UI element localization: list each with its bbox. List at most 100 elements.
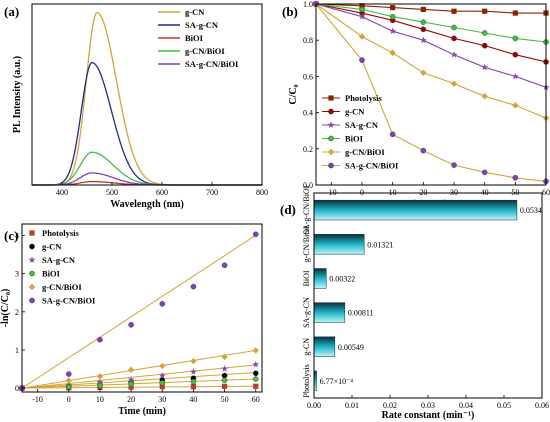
panel-a: 400 500 600 700 800 (a) Wavelength (nm) PL Inte… xyxy=(4,3,268,210)
legend-marker xyxy=(328,162,334,169)
category-label: BiOI xyxy=(302,270,311,286)
data-point xyxy=(252,360,260,368)
category-label: g-CN/BiOI xyxy=(302,226,311,262)
y-tick-label: 1.0 xyxy=(303,0,313,9)
data-point xyxy=(128,321,134,328)
x-tick-label: 60 xyxy=(252,395,260,404)
y-tick-label: 0.2 xyxy=(303,145,313,154)
x-tick-label: 40 xyxy=(189,395,197,404)
bar-value-label: 0.00811 xyxy=(348,309,374,318)
y-tick-label: 0.8 xyxy=(303,36,313,45)
data-point xyxy=(221,353,228,361)
data-point xyxy=(359,6,365,13)
data-point xyxy=(128,384,134,390)
data-point xyxy=(420,69,427,76)
legend-marker xyxy=(29,297,35,304)
bar-value-label: 0.00549 xyxy=(338,343,364,352)
fit-line xyxy=(21,371,256,389)
panel-label: (b) xyxy=(282,4,298,19)
data-point xyxy=(190,384,197,390)
legend-label: SA-g-CN xyxy=(345,120,379,130)
x-tick-label: 800 xyxy=(256,188,268,197)
data-point xyxy=(512,35,519,42)
category-label: SA-g-CN/BiOI xyxy=(302,185,311,234)
legend-marker xyxy=(28,256,36,263)
x-tick-label: 0.06 xyxy=(535,401,549,410)
data-point xyxy=(128,381,134,387)
data-point xyxy=(96,378,104,385)
legend-label: g-CN xyxy=(185,7,205,17)
legend-marker xyxy=(328,95,334,101)
data-point xyxy=(65,377,72,384)
data-point xyxy=(127,366,135,374)
fit-line xyxy=(21,234,257,389)
y-tick-label: 0 xyxy=(15,384,19,393)
x-tick-label: 60 xyxy=(542,188,550,197)
y-tick-label: 0.4 xyxy=(303,109,313,118)
x-tick-label: 0 xyxy=(67,395,71,404)
legend-marker xyxy=(328,135,334,142)
data-point xyxy=(358,33,366,40)
series-line xyxy=(315,3,547,182)
plot-frame xyxy=(315,3,547,186)
data-point xyxy=(451,162,457,168)
y-axis-title: -ln(C/C₀) xyxy=(0,289,11,328)
data-point xyxy=(420,26,427,33)
legend-label: Photolysis xyxy=(345,93,383,103)
bar-value-label: 0.01321 xyxy=(367,240,393,249)
y-tick-label: 3 xyxy=(15,270,19,279)
legend-marker xyxy=(28,283,36,291)
category-label: SA-g-CN xyxy=(302,297,311,328)
data-point xyxy=(159,362,166,370)
legend-label: SA-g-CN/BiOI xyxy=(345,161,399,171)
data-point xyxy=(190,368,197,375)
plot-frame xyxy=(313,192,543,399)
series-line xyxy=(32,11,262,186)
data-point xyxy=(358,13,366,20)
bar xyxy=(313,268,327,289)
x-tick-label: 0.00 xyxy=(307,401,321,410)
data-point xyxy=(450,51,458,58)
data-point xyxy=(451,24,457,31)
data-point xyxy=(359,57,365,63)
data-point xyxy=(97,336,103,343)
data-point xyxy=(359,3,365,9)
data-point xyxy=(420,19,427,25)
y-tick-label: 2 xyxy=(15,308,19,317)
bar xyxy=(313,199,518,221)
series-line xyxy=(32,151,262,186)
bar-value-label: 0.0534 xyxy=(520,206,542,215)
data-point xyxy=(389,13,396,20)
panel-label: (c) xyxy=(4,228,18,243)
data-point xyxy=(390,5,396,11)
data-point xyxy=(127,376,135,383)
legend-label: BiOI xyxy=(42,269,61,279)
x-tick-label: 50 xyxy=(221,395,229,404)
x-tick-label: -10 xyxy=(32,395,43,404)
fit-line xyxy=(21,385,256,389)
bar xyxy=(313,234,365,255)
legend-label: g-CN/BiOI xyxy=(345,147,385,157)
y-axis-title: C/C₀ xyxy=(288,84,299,104)
data-point xyxy=(252,376,259,382)
legend-label: SA-g-CN xyxy=(42,255,76,265)
data-point xyxy=(481,42,488,49)
y-tick-label: 0.0 xyxy=(303,181,313,190)
data-point xyxy=(159,384,165,390)
data-point xyxy=(97,382,103,389)
x-axis-title: Time (min) xyxy=(118,406,166,417)
data-point xyxy=(451,35,457,42)
x-tick-label: 0.04 xyxy=(459,401,473,410)
data-point xyxy=(159,380,166,386)
x-tick-label: 10 xyxy=(96,395,104,404)
series-line xyxy=(315,3,547,43)
x-tick-label: 20 xyxy=(127,395,135,404)
legend-marker xyxy=(29,230,35,236)
legend-label: SA-g-CN/BiOI xyxy=(185,59,239,69)
data-point xyxy=(190,357,197,365)
legend-marker xyxy=(29,243,35,250)
x-tick-label: 0.03 xyxy=(421,401,435,410)
x-tick-label: 700 xyxy=(206,188,218,197)
data-point xyxy=(512,102,519,109)
category-label: g-CN xyxy=(302,338,311,356)
